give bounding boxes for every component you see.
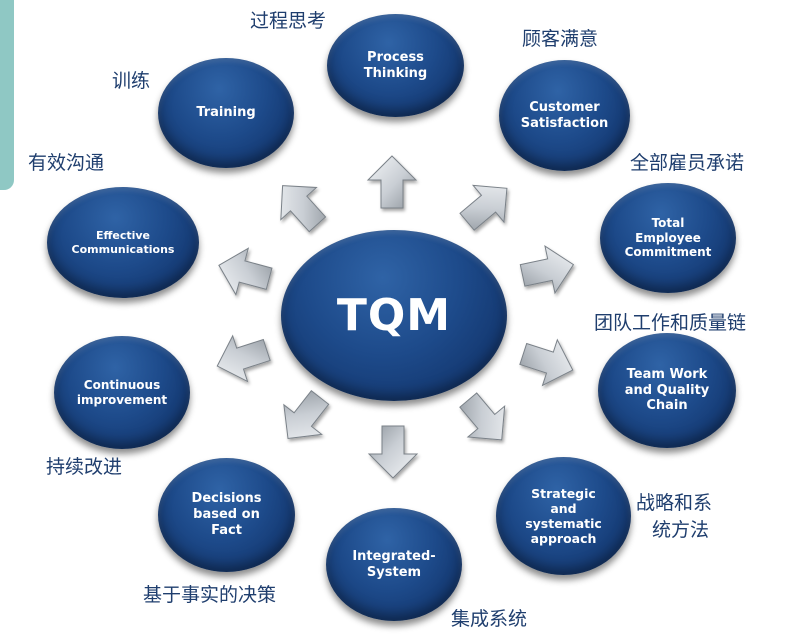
arrow-down-right	[449, 384, 521, 456]
cn-label-strategic-line2: 统方法	[652, 519, 710, 541]
cn-label-customer-satisfaction: 顾客满意	[522, 28, 599, 50]
cn-label-decisions-fact: 基于事实的决策	[143, 584, 277, 606]
node-training: Training	[158, 58, 294, 168]
node-team-work: Team Work and Quality Chain	[598, 333, 736, 448]
cn-label-process-thinking: 过程思考	[250, 10, 327, 32]
arrow-down	[368, 425, 418, 479]
arrow-left-up	[212, 241, 276, 303]
arrow-right-down	[515, 330, 581, 394]
cn-label-continuous-improvement: 持续改进	[46, 456, 123, 478]
node-effective-communications: Effective Communications	[47, 187, 199, 298]
node-strategic-approach: Strategic and systematic approach	[496, 457, 631, 575]
tqm-label: TQM	[336, 289, 452, 341]
cn-label-total-employee-commitment: 全部雇员承诺	[630, 152, 745, 174]
tqm-center-node: TQM	[281, 230, 507, 401]
node-decisions-fact: Decisions based on Fact	[158, 458, 295, 572]
arrow-up-right	[451, 169, 523, 241]
arrow-up	[367, 155, 417, 209]
cn-label-training: 训练	[112, 70, 151, 92]
cn-label-strategic-line1: 战略和系	[636, 492, 713, 514]
arrow-up-left	[264, 169, 336, 241]
cn-label-team-work: 团队工作和质量链	[594, 312, 747, 334]
node-customer-satisfaction: Customer Satisfaction	[499, 60, 630, 171]
arrow-right-up	[517, 240, 579, 300]
node-total-employee-commitment: Total Employee Commitment	[600, 183, 736, 293]
cn-label-integrated-system: 集成系统	[451, 608, 528, 630]
arrow-left-down	[209, 326, 275, 390]
arrow-down-left	[268, 382, 340, 454]
node-process-thinking: Process Thinking	[327, 14, 464, 117]
side-tab-decoration	[0, 0, 14, 190]
cn-label-effective-communications: 有效沟通	[28, 152, 105, 174]
node-integrated-system: Integrated-System	[326, 508, 462, 621]
node-continuous-improvement: Continuous improvement	[54, 336, 190, 449]
